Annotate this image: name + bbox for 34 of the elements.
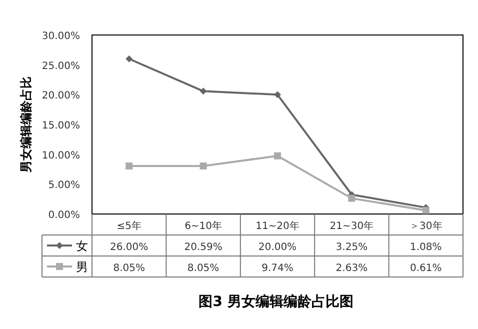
legend-label: 男 [76,260,88,274]
x-tick-label: 11~20年 [256,220,300,232]
point [126,162,133,170]
legend-label: 女 [76,239,88,253]
y-tick-label: 30.00% [42,31,80,42]
x-tick-label: 6~10年 [184,220,222,232]
point [200,88,207,95]
point [274,152,281,160]
y-axis-title: 男女编辑编龄占比 [19,76,33,174]
data-label: 0.61% [410,263,442,274]
data-label: 8.05% [113,263,145,274]
data-label: 26.00% [110,242,148,253]
data-label: 8.05% [187,263,220,274]
y-tick-label: 10.00% [42,150,80,162]
x-tick-label: ≤5年 [116,220,142,232]
data-label: 3.25% [336,242,368,253]
point [348,194,356,202]
point [200,162,207,170]
y-tick-label: 25.00% [42,60,80,72]
data-label: 9.74% [262,263,294,274]
data-label: 20.00% [258,242,297,253]
point [274,91,281,98]
x-tick-label: 21~30年 [330,220,374,232]
data-label: 2.63% [336,263,368,274]
text: 图3 男女编辑编龄占比图 [198,293,354,310]
y-tick-label: 20.00% [42,90,80,102]
x-tick-label: ＞30年 [410,220,442,232]
y-tick-label: 15.00% [42,120,80,132]
point [422,206,430,214]
data-label: 1.08% [410,242,442,253]
point [126,55,133,62]
y-tick-label: 0.00% [48,210,80,221]
y-tick-label: 5.00% [48,180,80,192]
data-label: 20.59% [184,242,222,253]
